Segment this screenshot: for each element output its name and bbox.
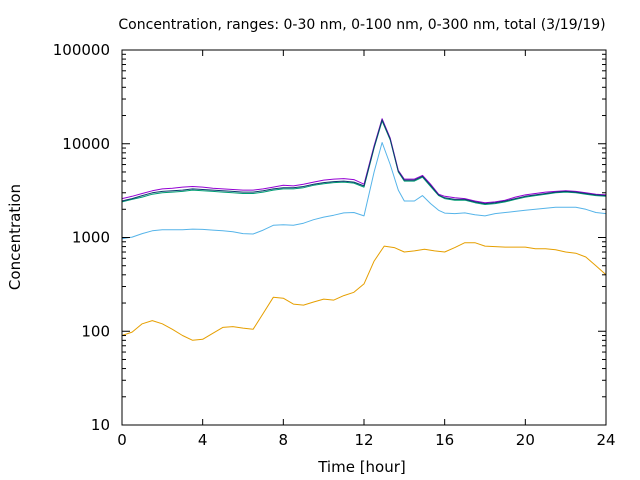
x-axis-label: Time [hour] [317,458,406,476]
y-tick-label: 100000 [53,41,110,59]
series-line-3 [121,120,607,205]
x-tick-label: 24 [596,431,615,449]
x-tick-label: 16 [435,431,454,449]
y-tick-label: 10000 [62,135,110,153]
x-tick-label: 12 [354,431,373,449]
tick-layer: 0 4 8 12 16 20 24 10 100 1000 10000 100000 [53,41,616,449]
chart-title: Concentration, ranges: 0-30 nm, 0-100 nm… [118,17,605,33]
y-tick-label: 10 [91,416,110,434]
x-tick-label: 8 [279,431,289,449]
x-tick-label: 20 [516,431,535,449]
series-line-5 [121,119,607,205]
y-axis-label: Concentration [6,184,24,290]
series-layer [121,118,607,341]
y-tick-label: 1000 [72,229,110,247]
x-tick-label: 4 [198,431,208,449]
y-tick-label: 100 [81,322,110,340]
plot-frame [121,49,607,426]
x-tick-label: 0 [117,431,127,449]
series-line-2 [121,142,607,240]
series-line-1 [121,242,607,341]
